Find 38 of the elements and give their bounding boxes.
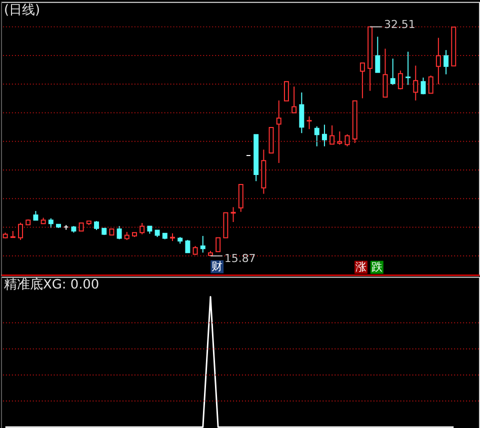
candlestick <box>238 184 244 212</box>
annotation: 32.51 <box>384 18 416 31</box>
candlestick <box>299 92 304 134</box>
candlestick <box>428 75 434 94</box>
candlestick <box>284 81 289 102</box>
candlestick <box>413 65 418 101</box>
candlestick <box>375 36 380 73</box>
candlestick <box>344 134 350 147</box>
candlestick <box>140 222 145 235</box>
candlestick <box>398 70 403 90</box>
candlestick <box>48 218 54 228</box>
candlestick <box>200 235 206 254</box>
candlestick <box>444 50 449 75</box>
candlestick <box>436 37 441 85</box>
chart-title: (日线) <box>4 2 40 18</box>
candlestick <box>33 210 38 221</box>
annotation: 跌 <box>371 260 382 274</box>
candlestick <box>292 86 297 114</box>
candlestick <box>390 58 396 86</box>
candlestick <box>185 239 190 254</box>
candlestick <box>382 48 388 98</box>
candlestick <box>337 130 342 146</box>
candlestick <box>330 124 335 145</box>
annotation: 涨 <box>355 260 366 274</box>
candlestick <box>314 126 320 147</box>
candlestick <box>216 237 221 252</box>
annotation: 15.87 <box>224 252 256 265</box>
candlestick <box>420 77 426 95</box>
candlestick <box>116 226 122 240</box>
chart-title: 精准底XG: 0.00 <box>4 278 100 293</box>
candlestick <box>306 116 312 130</box>
candlestick <box>276 100 282 164</box>
candlestick <box>360 62 365 99</box>
annotation: 财 <box>212 260 223 273</box>
candlestick <box>322 124 327 147</box>
candlestick <box>18 222 24 240</box>
candlestick <box>406 51 411 86</box>
candlestick <box>230 206 236 223</box>
